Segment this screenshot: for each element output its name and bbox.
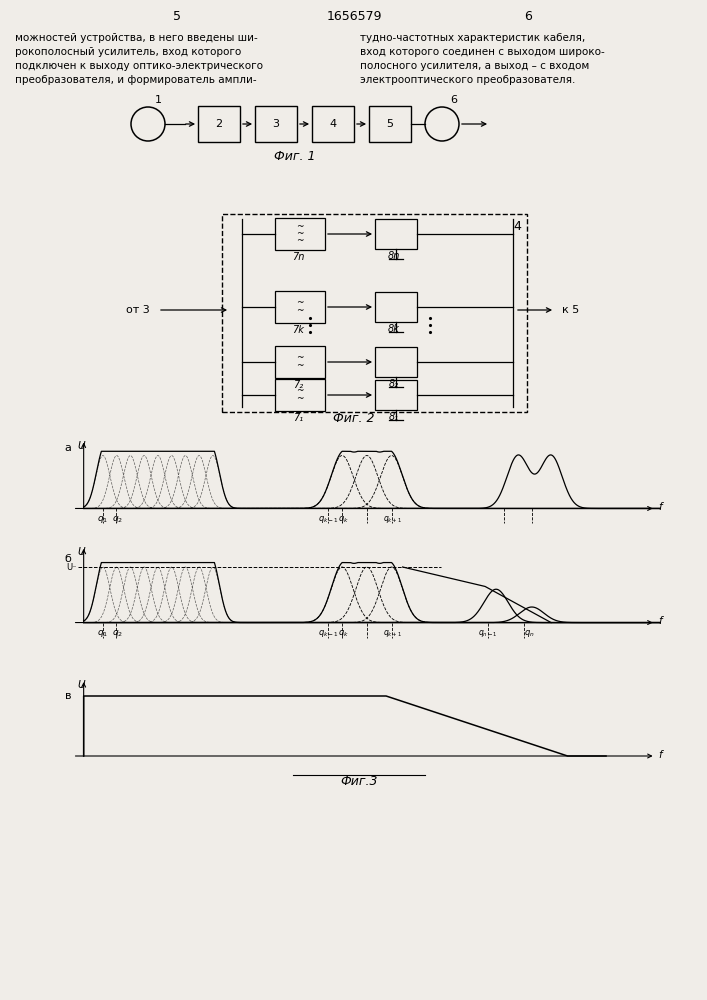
Bar (375, 292, 417, 322)
Text: U: U (77, 547, 85, 557)
Text: f: f (658, 750, 662, 760)
Text: 4: 4 (329, 119, 337, 129)
Text: 6: 6 (524, 9, 532, 22)
Text: $q_{k+1}$: $q_{k+1}$ (383, 514, 402, 525)
Text: к 5: к 5 (562, 305, 579, 315)
Text: ~: ~ (296, 361, 304, 370)
Bar (375, 380, 417, 410)
Text: ~: ~ (296, 298, 304, 308)
Bar (275, 346, 325, 378)
Text: 3: 3 (272, 119, 279, 129)
Text: полосного усилителя, а выход – с входом: полосного усилителя, а выход – с входом (360, 61, 589, 71)
Bar (375, 219, 417, 249)
Text: $q_1$: $q_1$ (98, 514, 108, 525)
Text: в: в (65, 691, 71, 701)
Bar (375, 347, 417, 377)
Text: U⁻: U⁻ (66, 562, 77, 572)
Bar (275, 291, 325, 323)
Text: Фиг. 1: Фиг. 1 (274, 150, 316, 163)
Text: $q_{k+1}$: $q_{k+1}$ (383, 628, 402, 639)
Text: $q_k$: $q_k$ (338, 514, 349, 525)
Text: 2: 2 (216, 119, 223, 129)
Text: U: U (77, 680, 85, 690)
Text: можностей устройства, в него введены ши-: можностей устройства, в него введены ши- (15, 33, 258, 43)
Text: рокополосный усилитель, вход которого: рокополосный усилитель, вход которого (15, 47, 241, 57)
Text: f: f (658, 502, 662, 512)
Text: $q_{n-1}$: $q_{n-1}$ (478, 628, 498, 639)
Bar (369, 106, 411, 142)
Text: ~: ~ (296, 306, 304, 316)
Text: $q_{k-1}$: $q_{k-1}$ (318, 628, 339, 639)
Bar (275, 218, 325, 250)
Text: U: U (77, 441, 85, 451)
Text: ~: ~ (296, 394, 304, 403)
Text: 6: 6 (450, 95, 457, 105)
Text: б: б (65, 554, 71, 564)
Bar (198, 106, 240, 142)
Text: от 3: от 3 (127, 305, 150, 315)
Text: 7₁: 7₁ (293, 413, 303, 423)
Text: $q_n$: $q_n$ (524, 628, 534, 639)
Text: Фиг. 2: Фиг. 2 (333, 412, 375, 424)
Text: тудно-частотных характеристик кабеля,: тудно-частотных характеристик кабеля, (360, 33, 585, 43)
Text: 5: 5 (173, 9, 181, 22)
Text: 7k: 7k (292, 325, 304, 335)
Text: ~: ~ (296, 354, 304, 362)
Text: 8₁: 8₁ (389, 412, 399, 422)
Text: электрооптического преобразователя.: электрооптического преобразователя. (360, 75, 575, 85)
Text: подключен к выходу оптико-электрического: подключен к выходу оптико-электрического (15, 61, 263, 71)
Text: ~: ~ (296, 223, 304, 232)
Text: 8₂: 8₂ (389, 379, 399, 389)
Bar (275, 379, 325, 411)
Bar (222, 214, 527, 412)
Text: 8k: 8k (388, 324, 400, 334)
Text: ~: ~ (296, 386, 304, 395)
Text: f: f (658, 616, 662, 626)
Text: вход которого соединен с выходом широко-: вход которого соединен с выходом широко- (360, 47, 604, 57)
Text: 1656579: 1656579 (326, 9, 382, 22)
Bar (255, 106, 297, 142)
Text: Фиг.3: Фиг.3 (340, 775, 378, 788)
Bar (312, 106, 354, 142)
Text: $q_{k-1}$: $q_{k-1}$ (318, 514, 339, 525)
Text: 8n: 8n (388, 251, 400, 261)
Text: $q_2$: $q_2$ (112, 628, 123, 639)
Text: $q_2$: $q_2$ (112, 514, 123, 525)
Text: 5: 5 (387, 119, 394, 129)
Text: $q_k$: $q_k$ (338, 628, 349, 639)
Text: 1: 1 (155, 95, 161, 105)
Text: а: а (65, 443, 71, 453)
Text: $q_1$: $q_1$ (98, 628, 108, 639)
Text: ~: ~ (296, 236, 304, 245)
Text: ~: ~ (296, 230, 304, 238)
Text: преобразователя, и формирователь ампли-: преобразователя, и формирователь ампли- (15, 75, 257, 85)
Text: 4: 4 (513, 220, 521, 233)
Text: 7₂: 7₂ (293, 380, 303, 390)
Text: 7n: 7n (292, 252, 304, 262)
